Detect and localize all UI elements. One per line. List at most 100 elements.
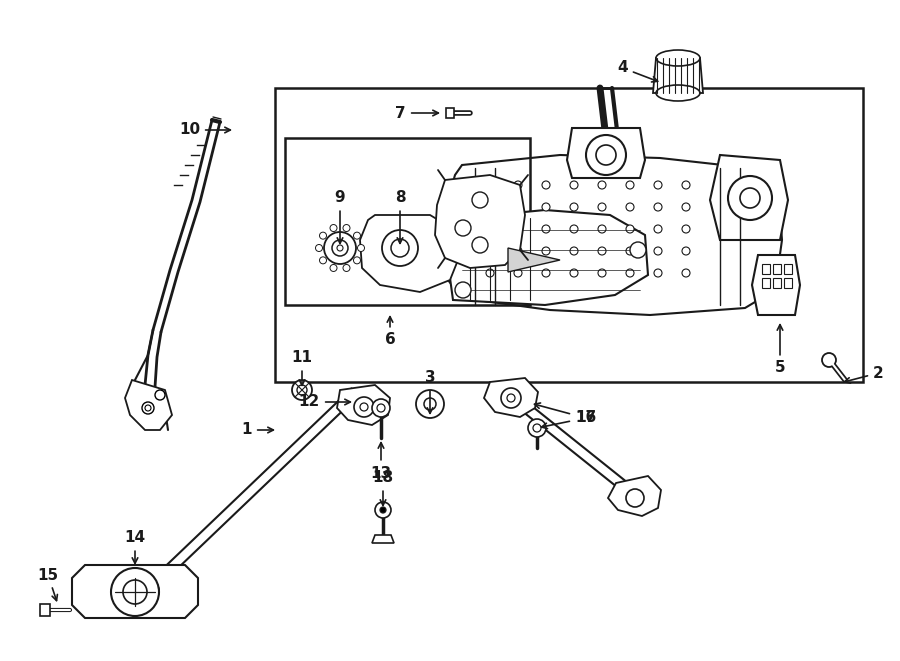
Circle shape	[598, 203, 606, 211]
Ellipse shape	[656, 85, 700, 101]
Circle shape	[626, 203, 634, 211]
Text: 14: 14	[124, 531, 146, 563]
Circle shape	[354, 257, 361, 264]
Circle shape	[682, 247, 690, 255]
Circle shape	[682, 181, 690, 189]
Circle shape	[486, 181, 494, 189]
Polygon shape	[125, 380, 172, 430]
Circle shape	[354, 397, 374, 417]
Circle shape	[486, 203, 494, 211]
Circle shape	[570, 225, 578, 233]
Circle shape	[155, 390, 165, 400]
Circle shape	[682, 269, 690, 277]
Text: 16: 16	[535, 403, 596, 426]
Circle shape	[542, 225, 550, 233]
Circle shape	[570, 269, 578, 277]
Circle shape	[542, 203, 550, 211]
Polygon shape	[653, 58, 703, 93]
Circle shape	[424, 398, 436, 410]
Circle shape	[654, 225, 662, 233]
Bar	[275, 88, 863, 382]
Circle shape	[297, 385, 307, 395]
Circle shape	[542, 269, 550, 277]
Text: 5: 5	[775, 325, 786, 375]
Text: 10: 10	[179, 122, 230, 137]
Circle shape	[316, 245, 322, 251]
Polygon shape	[710, 155, 788, 240]
Circle shape	[514, 225, 522, 233]
Circle shape	[292, 380, 312, 400]
Bar	[762, 264, 770, 274]
Circle shape	[542, 181, 550, 189]
Circle shape	[343, 225, 350, 231]
Circle shape	[145, 405, 151, 411]
Polygon shape	[360, 215, 460, 292]
Circle shape	[501, 388, 521, 408]
Polygon shape	[372, 535, 394, 543]
Text: 11: 11	[292, 350, 312, 385]
Text: 17: 17	[542, 410, 596, 429]
Circle shape	[626, 225, 634, 233]
Circle shape	[598, 181, 606, 189]
Circle shape	[320, 232, 327, 239]
Polygon shape	[40, 604, 50, 616]
Text: 13: 13	[371, 443, 392, 481]
Circle shape	[472, 237, 488, 253]
Text: 18: 18	[373, 471, 393, 506]
Circle shape	[416, 390, 444, 418]
Circle shape	[382, 230, 418, 266]
Polygon shape	[484, 378, 538, 417]
Bar	[784, 278, 792, 288]
Bar	[773, 264, 781, 274]
Polygon shape	[446, 108, 454, 118]
Circle shape	[330, 264, 337, 272]
Text: 9: 9	[335, 190, 346, 243]
Bar	[285, 138, 530, 305]
Circle shape	[542, 247, 550, 255]
Circle shape	[514, 247, 522, 255]
Circle shape	[570, 247, 578, 255]
Circle shape	[654, 181, 662, 189]
Circle shape	[486, 269, 494, 277]
Circle shape	[391, 239, 409, 257]
Circle shape	[455, 220, 471, 236]
Circle shape	[728, 176, 772, 220]
Circle shape	[360, 403, 368, 411]
Circle shape	[682, 203, 690, 211]
Circle shape	[330, 225, 337, 231]
Circle shape	[514, 203, 522, 211]
Circle shape	[654, 269, 662, 277]
Text: 8: 8	[395, 190, 405, 243]
Polygon shape	[72, 565, 198, 618]
Polygon shape	[448, 210, 648, 305]
Polygon shape	[508, 248, 560, 272]
Circle shape	[598, 247, 606, 255]
Circle shape	[626, 247, 634, 255]
Circle shape	[630, 242, 646, 258]
Circle shape	[528, 419, 546, 437]
Circle shape	[514, 269, 522, 277]
Circle shape	[654, 203, 662, 211]
Circle shape	[507, 394, 515, 402]
Circle shape	[598, 269, 606, 277]
Circle shape	[142, 402, 154, 414]
Circle shape	[111, 568, 159, 616]
Circle shape	[337, 245, 343, 251]
Text: 1: 1	[241, 422, 274, 438]
Circle shape	[598, 225, 606, 233]
Text: 15: 15	[38, 568, 58, 601]
Circle shape	[626, 269, 634, 277]
Text: 12: 12	[299, 395, 350, 410]
Circle shape	[586, 135, 626, 175]
Text: 2: 2	[844, 366, 884, 383]
Circle shape	[343, 264, 350, 272]
Circle shape	[682, 225, 690, 233]
Bar	[773, 278, 781, 288]
Circle shape	[380, 507, 386, 513]
Polygon shape	[337, 385, 390, 425]
Circle shape	[141, 581, 159, 599]
Text: 4: 4	[617, 61, 658, 82]
Circle shape	[354, 232, 361, 239]
Polygon shape	[567, 128, 645, 178]
Circle shape	[372, 399, 390, 417]
